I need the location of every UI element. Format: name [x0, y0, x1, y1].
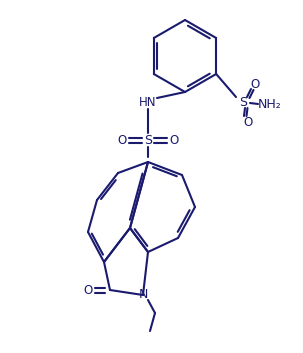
- Text: O: O: [250, 78, 260, 90]
- Text: O: O: [83, 283, 93, 297]
- Text: O: O: [169, 133, 179, 146]
- Text: S: S: [144, 133, 152, 146]
- Text: O: O: [243, 115, 253, 128]
- Text: NH₂: NH₂: [258, 97, 282, 110]
- Text: N: N: [138, 288, 148, 301]
- Text: O: O: [117, 133, 127, 146]
- Text: HN: HN: [139, 96, 157, 109]
- Text: S: S: [239, 96, 247, 108]
